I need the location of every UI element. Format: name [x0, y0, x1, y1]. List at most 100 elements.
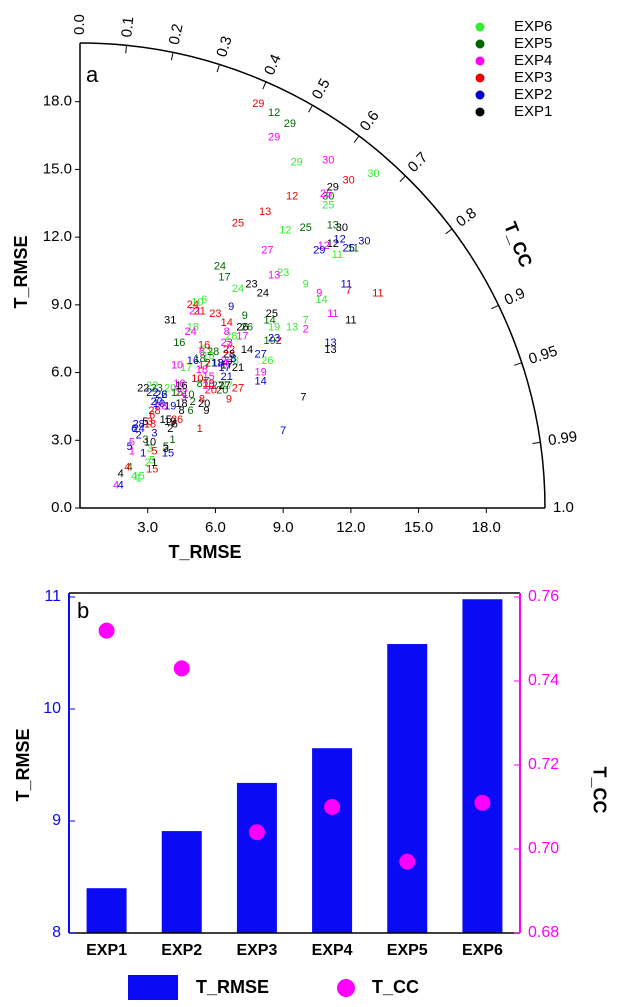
point-label: 4 — [127, 461, 133, 473]
point-label: 28 — [225, 330, 237, 342]
point-label: 20 — [216, 385, 228, 397]
point-label: 24 — [187, 299, 199, 311]
point-label: 30 — [342, 175, 354, 187]
point-label: 17 — [218, 362, 230, 374]
y-tick-label: 3.0 — [51, 431, 72, 448]
point-label: 28 — [155, 400, 167, 412]
point-label: 6 — [131, 423, 137, 435]
point-label: 27 — [261, 245, 273, 257]
point-label: 16 — [173, 337, 185, 349]
cc-tick-label: 1.0 — [553, 499, 574, 516]
cc-tick-label: 0.3 — [213, 34, 235, 59]
point-label: 23 — [221, 337, 233, 349]
point-label: 9 — [226, 394, 232, 406]
point-label: 11 — [345, 315, 356, 327]
point-label: 21 — [232, 362, 244, 374]
point-label: 12 — [327, 238, 339, 250]
legend-label: EXP2 — [514, 86, 552, 103]
point-label: 15 — [146, 464, 158, 476]
point-label: 25 — [300, 222, 312, 234]
point-label: 23 — [209, 308, 221, 320]
point-label: 24 — [257, 287, 269, 299]
x-tick-label: EXP5 — [387, 942, 428, 959]
y-tick-label: 10 — [43, 700, 61, 717]
point-label: 13 — [324, 337, 336, 349]
point-label: 8 — [199, 394, 205, 406]
y2-tick-label: 0.76 — [528, 588, 559, 605]
legend-label: T_CC — [372, 977, 419, 997]
point-label: 25 — [266, 308, 278, 320]
cc-tick — [216, 64, 220, 73]
point-label: 3 — [163, 443, 169, 455]
x-tick-label: EXP2 — [161, 942, 202, 959]
point-label: 30 — [322, 154, 334, 166]
point-label: 28 — [148, 405, 160, 417]
point-label: 8 — [179, 405, 185, 417]
point-label: 18 — [144, 418, 156, 430]
point-label: 25 — [322, 199, 334, 211]
cc-tick-label: 0.6 — [357, 107, 383, 134]
point-label: 26 — [261, 355, 273, 367]
y2-tick-label: 0.74 — [528, 672, 559, 689]
point-label: 20 — [203, 380, 215, 392]
point-label: 17 — [236, 330, 248, 342]
point-label: 4 — [118, 468, 124, 480]
cc-tick-label: 0.2 — [166, 22, 187, 46]
point-label: 20 — [198, 398, 210, 410]
point-label: 23 — [268, 333, 280, 345]
legend-marker — [475, 107, 485, 117]
point-label: 26 — [171, 414, 183, 426]
point-label: 5 — [151, 445, 157, 457]
point-label: 6 — [188, 405, 194, 417]
point-label: 10 — [191, 373, 203, 385]
point-label: 15 — [203, 371, 215, 383]
point-label: 18 — [196, 364, 208, 376]
point-label: 21 — [189, 306, 201, 318]
point-label: 1 — [136, 473, 142, 485]
bar — [236, 782, 277, 933]
point-label: 30 — [367, 168, 379, 180]
point-label: 1 — [197, 423, 203, 435]
point-label: 28 — [223, 348, 235, 360]
point — [98, 622, 115, 639]
point-label: 15 — [160, 414, 172, 426]
point-label: 11 — [341, 278, 352, 290]
point-label: 2 — [190, 396, 196, 408]
point-label: 17 — [218, 272, 230, 284]
legend-marker — [475, 56, 485, 66]
point-label: 8 — [224, 326, 230, 338]
point-label: 13 — [324, 344, 336, 356]
point-label: 24 — [184, 326, 196, 338]
point-label: 14 — [315, 294, 327, 306]
point-label: 17 — [180, 362, 192, 374]
y-axis-label: T_RMSE — [13, 728, 33, 801]
point-label: 18 — [194, 353, 206, 365]
point-label: 27 — [254, 348, 266, 360]
point-label: 13 — [286, 321, 298, 333]
point-label: 9 — [228, 301, 234, 313]
legend-marker — [128, 975, 178, 1000]
legend-label: EXP4 — [514, 52, 552, 69]
arc-label: T_CC — [500, 219, 536, 270]
cc-tick — [308, 105, 313, 113]
y-tick-label: 9 — [52, 812, 61, 829]
point-label: 11 — [372, 287, 383, 299]
point-label: 5 — [163, 441, 169, 453]
point-label: 6 — [201, 294, 207, 306]
point-label: 7 — [300, 391, 306, 403]
x-tick-label: 12.0 — [336, 519, 365, 536]
point-label: 18 — [175, 398, 187, 410]
cc-tick-label: 0.4 — [261, 52, 285, 78]
point-label: 4 — [124, 461, 130, 473]
point-label: 27 — [218, 380, 230, 392]
point — [173, 660, 190, 677]
y2-tick-label: 0.68 — [528, 924, 559, 941]
point-label: 6 — [172, 418, 178, 430]
point-label: 26 — [155, 389, 167, 401]
point-label: 9 — [203, 405, 209, 417]
point-label: 23 — [151, 382, 163, 394]
point-label: 5 — [127, 441, 133, 453]
point-label: 30 — [336, 222, 348, 234]
point-label: 15 — [162, 448, 174, 460]
